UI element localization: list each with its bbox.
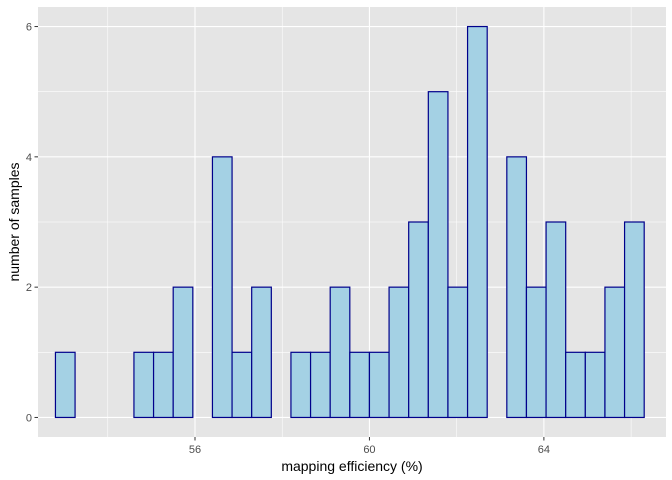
histogram-bar (309, 351, 331, 419)
histogram-bar (251, 286, 272, 419)
histogram-bar (545, 221, 567, 419)
histogram-bars (54, 25, 645, 419)
histogram-bar (172, 286, 194, 419)
histogram-bar (466, 25, 488, 419)
histogram-bar (427, 91, 449, 419)
y-axis-title: number of samples (6, 162, 22, 281)
histogram-bar (290, 351, 312, 419)
histogram-bar (525, 286, 547, 419)
histogram-bar (231, 351, 253, 419)
y-tick-label: 0 (26, 412, 32, 424)
histogram-bar (133, 351, 155, 419)
y-axis-ticks: 0 2 4 6 (26, 22, 38, 424)
histogram-bar (329, 286, 351, 419)
x-tick-label: 64 (538, 444, 550, 456)
x-tick-label: 60 (363, 444, 375, 456)
x-tick-label: 56 (189, 444, 201, 456)
x-axis-ticks: 56 60 64 (189, 437, 550, 456)
histogram-bar (447, 286, 469, 419)
histogram-bar (388, 286, 410, 419)
histogram-bar (368, 351, 390, 419)
histogram-bar (54, 351, 76, 419)
x-axis-title: mapping efficiency (%) (281, 458, 422, 474)
histogram-bar (152, 351, 174, 419)
y-tick-label: 2 (26, 282, 32, 294)
histogram-bar (349, 351, 371, 419)
histogram-bar (604, 286, 626, 419)
histogram-bar (408, 221, 429, 419)
histogram-bar (565, 351, 586, 419)
histogram-bar (506, 156, 528, 419)
histogram-bar (211, 156, 233, 419)
y-tick-label: 6 (26, 22, 32, 34)
histogram-bar (584, 351, 606, 419)
histogram-bar (623, 221, 645, 419)
y-tick-label: 4 (26, 152, 32, 164)
